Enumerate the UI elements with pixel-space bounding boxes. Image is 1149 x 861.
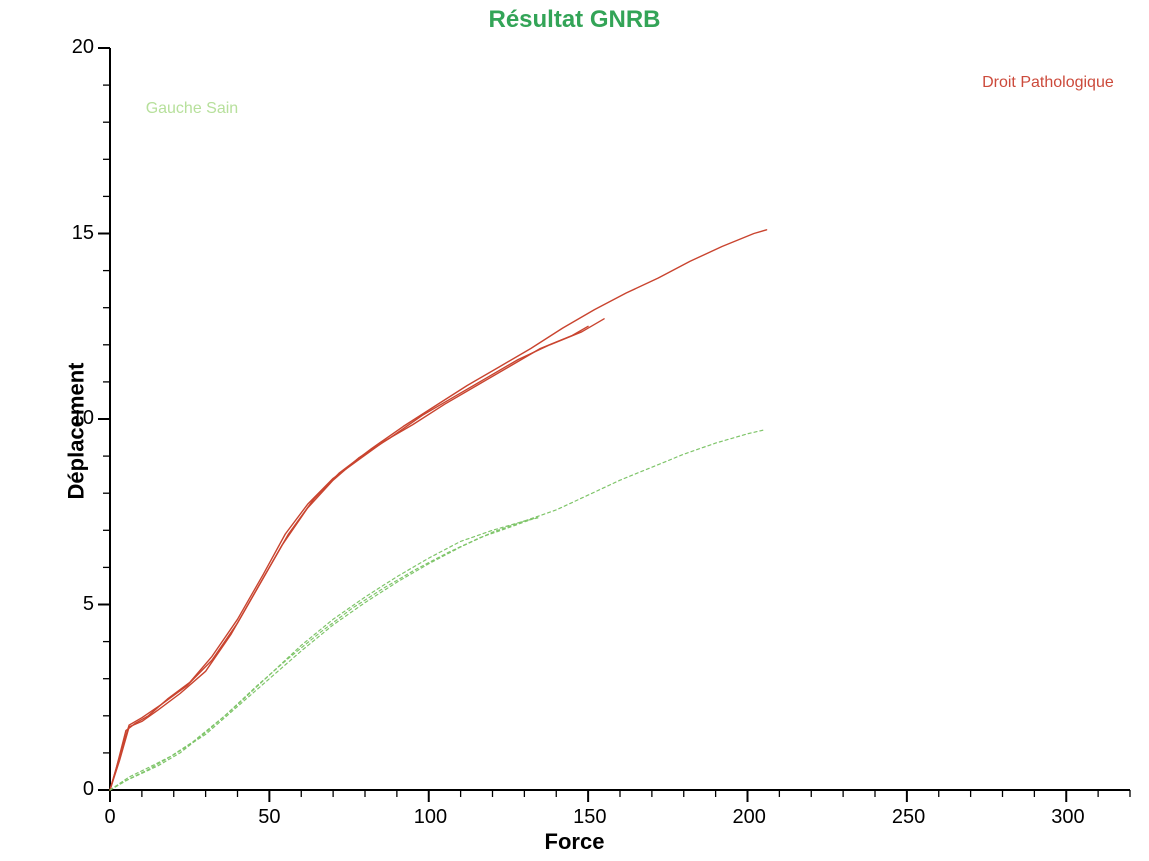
x-tick-label: 150 — [573, 806, 603, 829]
gnrb-chart: Résultat GNRB Déplacement Force 05010015… — [0, 0, 1149, 861]
legend-label: Gauche Sain — [146, 100, 239, 118]
y-tick-label: 15 — [60, 222, 94, 245]
series-gauche-sain-1 — [110, 517, 540, 790]
x-tick-label: 100 — [414, 806, 444, 829]
x-tick-label: 50 — [254, 806, 284, 829]
y-tick-label: 5 — [60, 593, 94, 616]
series-gauche-sain-3 — [110, 430, 763, 790]
y-tick-label: 20 — [60, 36, 94, 59]
series-droit-pathologique-1 — [110, 326, 588, 790]
x-tick-label: 300 — [1051, 806, 1081, 829]
plot-area — [0, 0, 1149, 861]
x-tick-label: 250 — [892, 806, 922, 829]
series-gauche-sain-2 — [110, 517, 537, 790]
x-tick-label: 200 — [733, 806, 763, 829]
y-tick-label: 0 — [60, 778, 94, 801]
y-tick-label: 10 — [60, 407, 94, 430]
series-droit-pathologique-3 — [110, 230, 767, 790]
series-droit-pathologique-2 — [110, 319, 604, 790]
legend-label: Droit Pathologique — [982, 74, 1114, 92]
x-tick-label: 0 — [95, 806, 125, 829]
